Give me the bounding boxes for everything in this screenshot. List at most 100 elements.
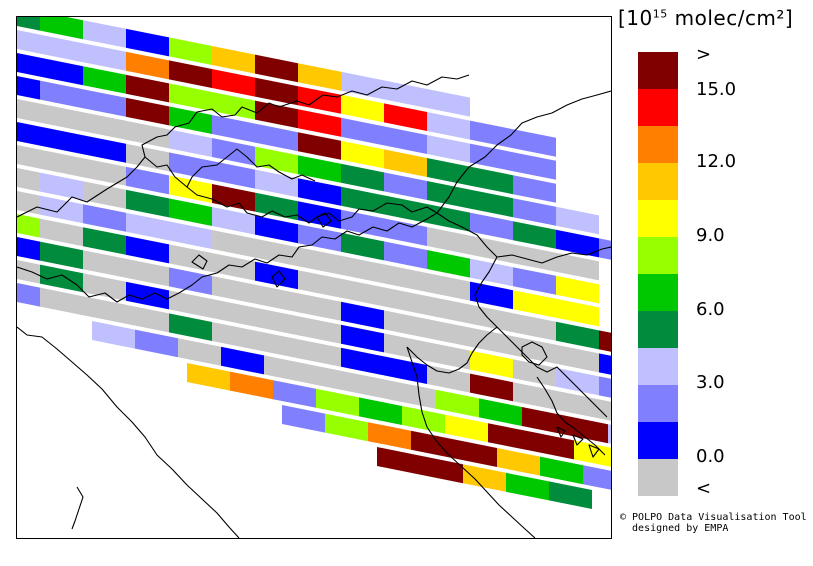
swath-row <box>17 260 611 398</box>
swath-pixel <box>513 244 556 272</box>
swath-pixel <box>40 287 83 316</box>
coastline <box>406 346 536 538</box>
no2-column-map <box>17 17 611 538</box>
border-line <box>436 90 611 214</box>
satellite-pixel-layer <box>17 17 611 509</box>
swath-pixel <box>221 346 264 375</box>
swath-pixel <box>17 75 40 100</box>
swath-pixel <box>384 356 427 384</box>
swath-pixel <box>40 218 83 247</box>
swath-pixel <box>17 168 40 192</box>
swath-pixel <box>307 364 350 392</box>
swath-pixel <box>470 235 513 264</box>
swath-pixel <box>212 322 255 350</box>
swath-pixel <box>17 260 40 284</box>
swath-row <box>17 98 599 235</box>
swath-pixel <box>341 117 384 146</box>
swath-pixel <box>377 447 420 475</box>
swath-pixel <box>126 304 169 333</box>
swath-pixel <box>341 186 384 215</box>
swath-pixel <box>341 301 384 330</box>
colorbar-swatch <box>638 274 678 311</box>
swath-pixel <box>341 140 384 169</box>
swath-pixel <box>126 166 169 195</box>
swath-pixel <box>479 398 522 426</box>
swath-pixel <box>599 238 611 260</box>
swath-pixel <box>513 359 556 387</box>
swath-pixel <box>427 181 470 209</box>
swath-pixel <box>599 376 611 398</box>
lake <box>271 270 286 288</box>
lake <box>316 212 332 228</box>
swath-pixel <box>212 299 255 327</box>
swath-pixel <box>368 422 411 450</box>
swath-pixel <box>17 30 40 54</box>
swath-pixel <box>420 455 463 484</box>
coastline <box>536 376 606 456</box>
swath-pixel <box>298 270 341 298</box>
swath-pixel <box>126 51 169 80</box>
swath-pixel <box>169 267 212 295</box>
swath-row <box>17 30 556 157</box>
swath-pixel <box>384 310 427 338</box>
swath-pixel <box>255 100 298 129</box>
border-line <box>496 326 608 418</box>
swath-pixel <box>17 98 40 123</box>
swath-pixel <box>427 135 470 163</box>
swath-pixel <box>599 353 611 375</box>
swath-pixel <box>445 414 488 443</box>
swath-pixel <box>298 63 341 91</box>
swath-pixel <box>282 405 325 433</box>
swath-pixel <box>255 261 298 290</box>
border-line <box>17 74 470 218</box>
colorbar-swatch <box>638 348 678 385</box>
swath-pixel <box>427 296 470 324</box>
swath-pixel <box>40 195 83 224</box>
swath-row <box>17 237 611 375</box>
swath-pixel <box>436 389 479 418</box>
swath-pixel <box>212 161 255 189</box>
colorbar-swatch <box>638 422 678 459</box>
island <box>588 444 600 458</box>
swath-pixel <box>83 66 126 94</box>
swath-pixel <box>341 324 384 353</box>
swath-pixel <box>316 388 359 417</box>
credit-line: © POLPO Data Visualisation Tool <box>620 512 807 523</box>
swath-pixel <box>298 201 341 229</box>
swath-pixel <box>40 34 83 63</box>
swath-pixel <box>341 232 384 261</box>
swath-pixel <box>169 83 212 111</box>
swath-pixel <box>17 214 40 238</box>
swath-pixel <box>384 333 427 361</box>
border-line <box>186 186 438 224</box>
coastline <box>17 326 240 538</box>
swath-pixel <box>540 456 583 485</box>
swath-pixel <box>126 120 169 149</box>
swath-pixel <box>255 307 298 336</box>
swath-pixel <box>40 80 83 109</box>
credit-line: designed by EMPA <box>620 523 729 534</box>
swath-pixel <box>83 20 126 48</box>
swath-pixel <box>255 169 298 198</box>
swath-pixel <box>169 198 212 226</box>
swath-pixel <box>83 43 126 71</box>
swath-pixel <box>556 344 599 373</box>
swath-pixel <box>470 166 513 195</box>
swath-pixel <box>255 123 298 152</box>
swath-pixel <box>341 71 384 100</box>
colorbar-swatch <box>638 311 678 348</box>
swath-pixel <box>298 178 341 206</box>
swath-row <box>17 214 611 352</box>
swath-pixel <box>17 17 40 31</box>
swath-pixel <box>126 74 169 103</box>
swath-pixel <box>384 287 427 315</box>
country-borders-coastline <box>17 74 611 538</box>
swath-pixel <box>427 89 470 117</box>
swath-pixel <box>384 149 427 177</box>
border-line <box>496 246 611 264</box>
swath-pixel <box>384 241 427 269</box>
swath-pixel <box>169 290 212 318</box>
swath-pixel <box>470 189 513 218</box>
swath-pixel <box>608 424 611 444</box>
swath-pixel <box>17 283 40 307</box>
